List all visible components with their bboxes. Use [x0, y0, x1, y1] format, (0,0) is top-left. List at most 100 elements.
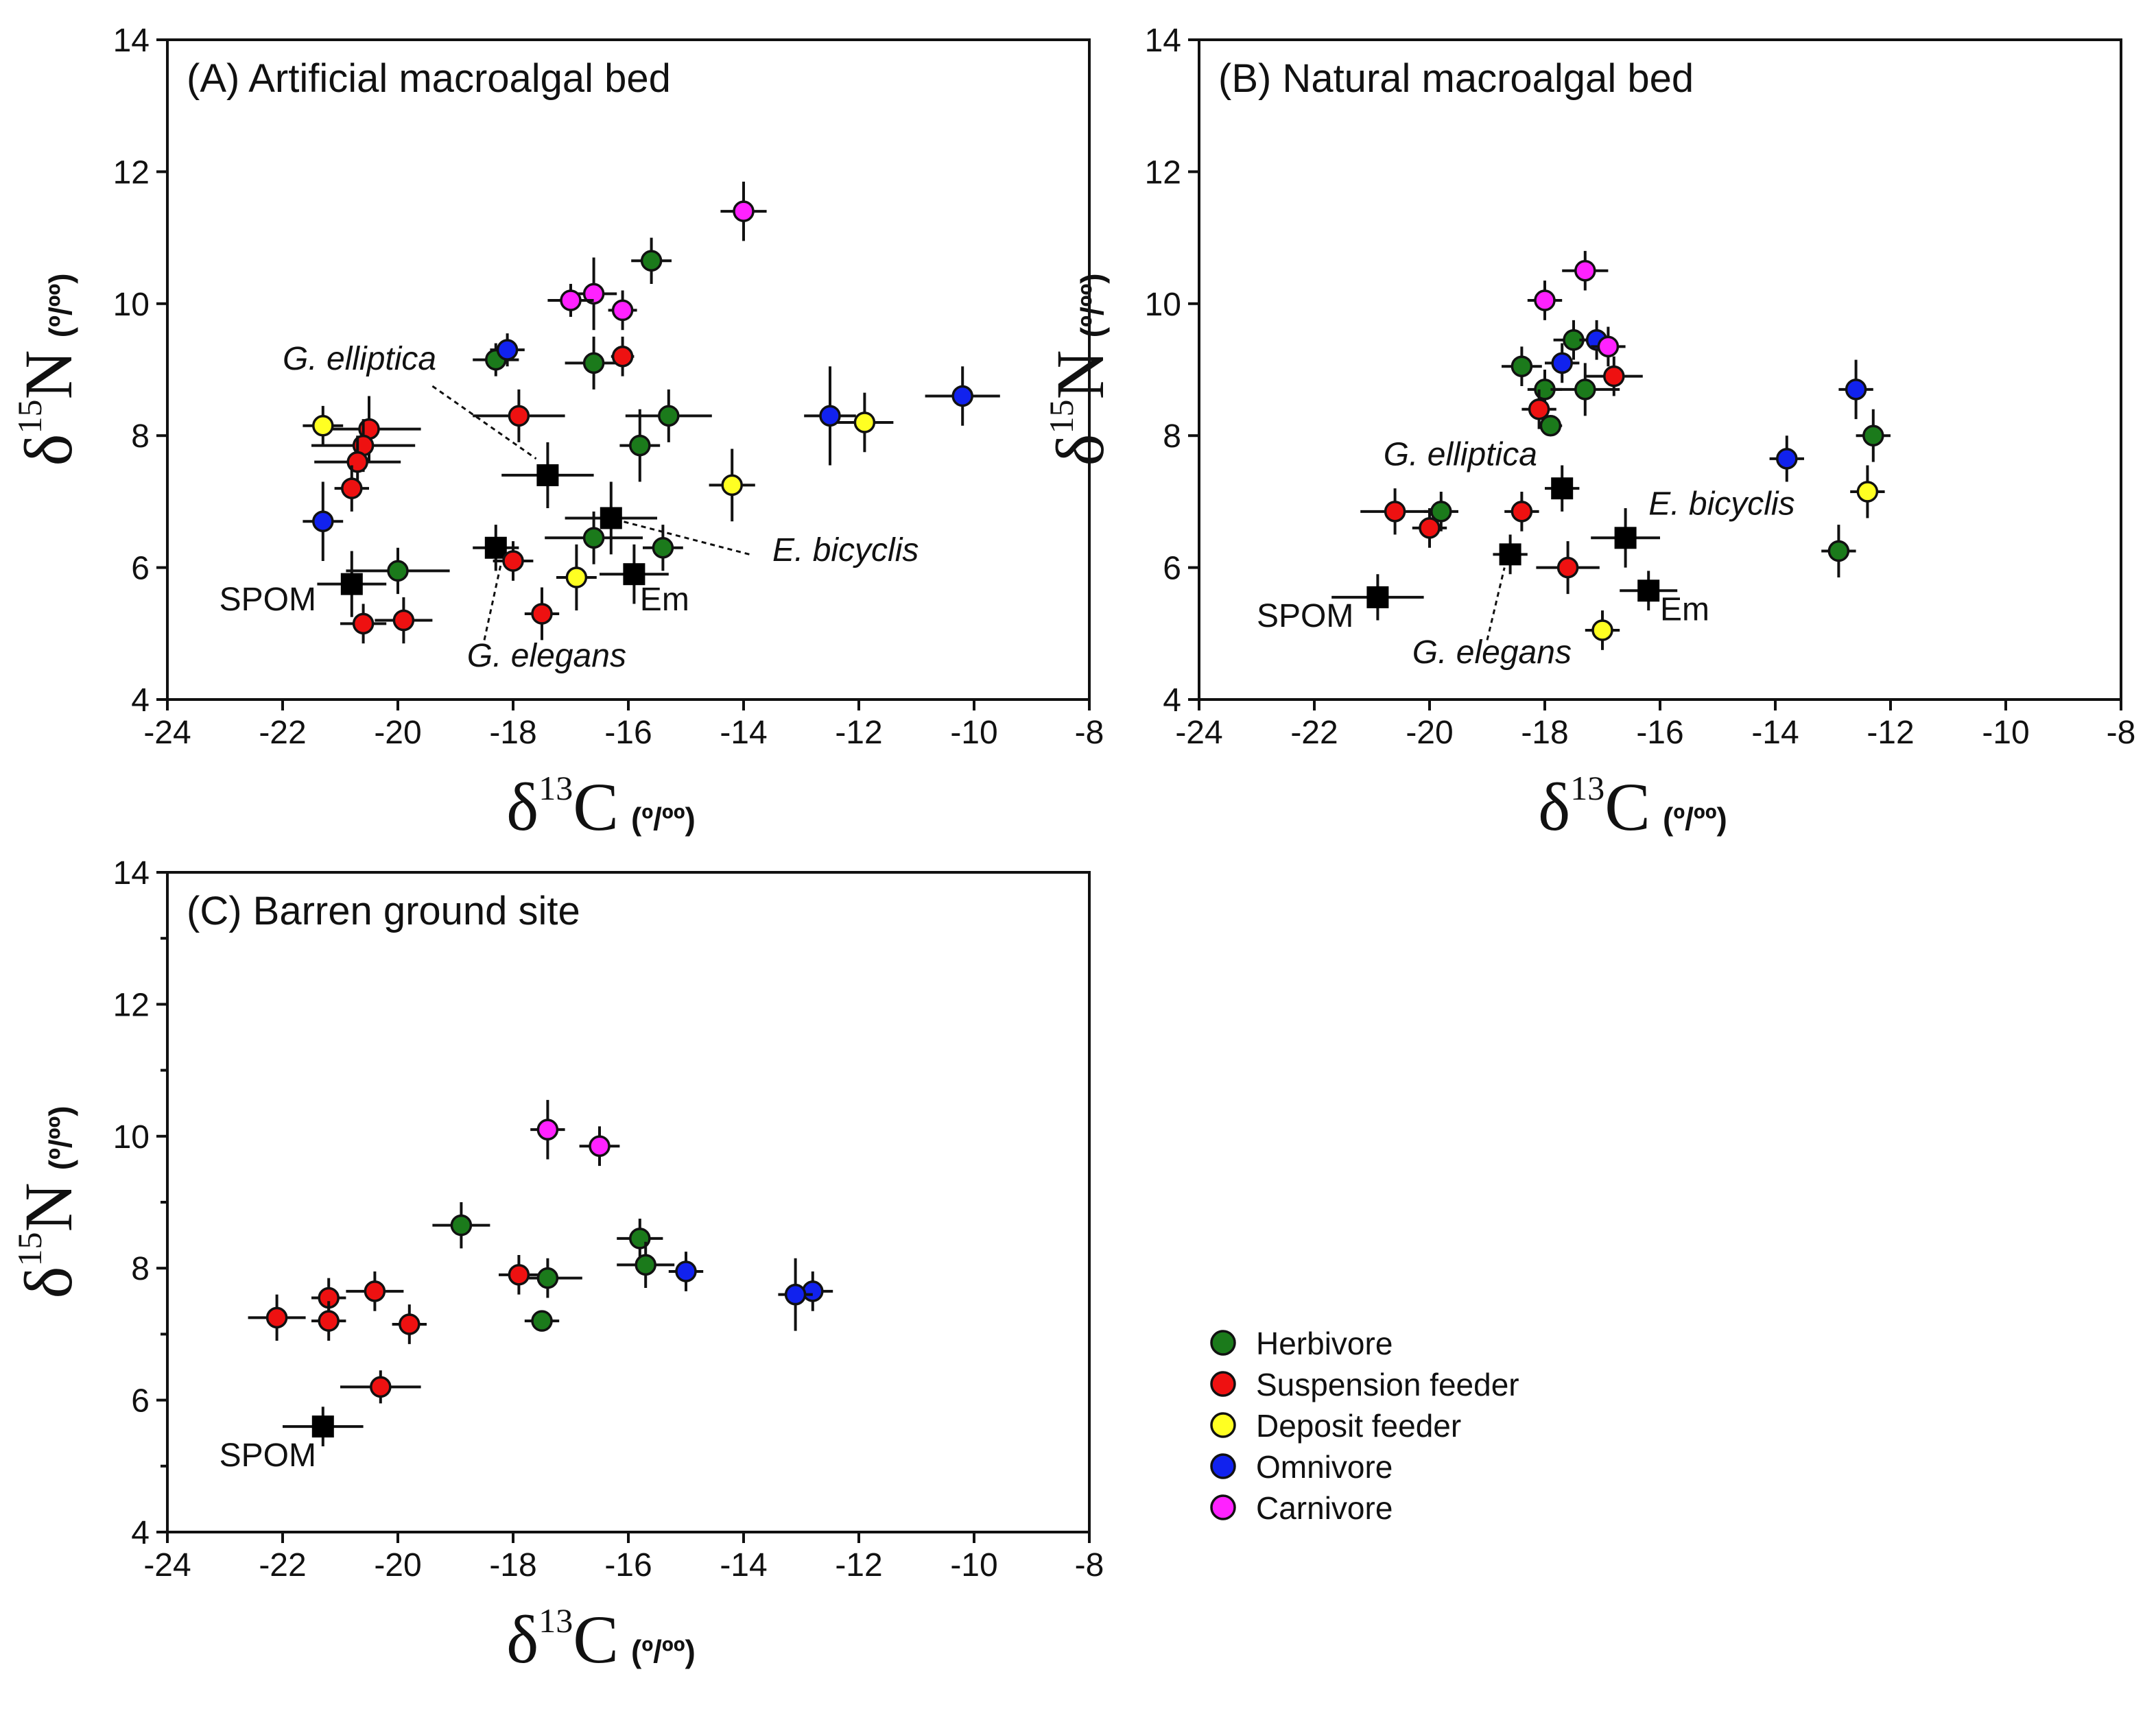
y-tick-label: 10	[1145, 287, 1181, 323]
herbivore-point	[536, 1267, 559, 1289]
y-tick-label: 10	[113, 1119, 150, 1156]
omnivore-legend-marker	[1210, 1453, 1236, 1479]
x-tick-label: -20	[374, 1547, 421, 1583]
source-square	[1614, 527, 1637, 549]
x-tick-label: -24	[143, 715, 191, 751]
herbivore-point	[1574, 379, 1596, 401]
x-tick-label: -14	[720, 715, 767, 751]
x-axis-element: C	[1604, 769, 1650, 845]
x-tick-label: -18	[1521, 715, 1568, 751]
annotation-label: G. elliptica	[1384, 436, 1537, 473]
suspension-point	[1556, 556, 1579, 579]
annotation-label: E. bicyclis	[772, 532, 919, 569]
herbivore-point	[531, 1310, 553, 1332]
source-square	[1499, 543, 1521, 566]
y-tick-label: 12	[113, 987, 150, 1023]
y-axis-sup: 15	[10, 399, 49, 433]
herbivore-point	[640, 250, 663, 272]
y-tick-label: 14	[1145, 23, 1181, 59]
y-axis-delta: δ	[10, 433, 86, 466]
y-tick-label: 8	[131, 418, 150, 455]
deposit-point	[312, 415, 334, 437]
y-tick-label: 12	[113, 154, 150, 191]
deposit-point	[565, 566, 588, 588]
x-axis-delta: δ	[506, 769, 538, 845]
herbivore-point	[387, 560, 409, 582]
omnivore-point	[1845, 379, 1867, 401]
suspension-point	[1528, 398, 1550, 420]
annotation-label: SPOM	[1257, 598, 1353, 634]
carnivore-point	[560, 289, 582, 311]
annotation-label: Em	[640, 582, 689, 618]
herbivore-point	[1511, 355, 1533, 377]
x-tick-label: -22	[259, 715, 306, 751]
y-tick-label: 8	[131, 1251, 150, 1287]
source-square	[1366, 586, 1389, 608]
herbivore-point	[582, 352, 605, 374]
legend: Herbivore Suspension feeder Deposit feeder…	[1210, 1326, 1519, 1526]
y-axis-sup: 15	[10, 1232, 49, 1266]
y-axis-label: δ15N (º/ºº)	[10, 273, 86, 466]
suspension-point	[531, 603, 553, 625]
y-tick-label: 4	[131, 1515, 150, 1551]
herbivore-point	[1430, 501, 1452, 523]
suspension-legend-marker	[1210, 1371, 1236, 1397]
carnivore-point	[1597, 335, 1620, 358]
y-axis-unit: (º/ºº)	[43, 1106, 78, 1170]
deposit-point	[721, 474, 743, 497]
y-tick-label: 4	[131, 682, 150, 719]
panel-title: (B) Natural macroalgal bed	[1218, 56, 1694, 101]
herbivore-point	[450, 1214, 473, 1236]
carnivore-point	[582, 283, 605, 305]
omnivore-point	[784, 1283, 807, 1306]
x-axis-unit: (º/ºº)	[631, 801, 696, 837]
x-tick-label: -24	[1175, 715, 1222, 751]
x-tick-label: -10	[950, 1547, 997, 1583]
suspension-point	[611, 346, 634, 368]
omnivore-legend-label: Omnivore	[1256, 1449, 1393, 1485]
x-tick-label: -8	[1075, 1547, 1104, 1583]
y-axis-unit: (º/ºº)	[1074, 273, 1110, 337]
deposit-point	[1591, 619, 1613, 641]
y-tick-label: 14	[113, 23, 150, 59]
x-tick-label: -22	[259, 1547, 306, 1583]
y-axis-label: δ15N (º/ºº)	[1042, 273, 1118, 466]
x-axis-element: C	[573, 769, 619, 845]
y-tick-label: 8	[1163, 418, 1181, 455]
annotation-label: Em	[1660, 592, 1709, 628]
x-axis-sup: 13	[538, 1601, 573, 1640]
panel-title: (C) Barren ground site	[187, 889, 580, 933]
herbivore-point	[652, 536, 674, 559]
annotation-label: G. elegans	[467, 638, 626, 674]
herbivore-legend-marker	[1210, 1330, 1236, 1356]
y-axis-unit: (º/ºº)	[43, 273, 78, 337]
y-tick-label: 10	[113, 287, 150, 323]
y-tick-label: 14	[113, 855, 150, 892]
suspension-point	[352, 612, 375, 635]
x-tick-label: -18	[489, 1547, 536, 1583]
suspension-point	[265, 1306, 288, 1329]
y-axis-sup: 15	[1042, 399, 1080, 433]
omnivore-point	[312, 510, 334, 533]
suspension-point	[364, 1280, 386, 1302]
suspension-point	[508, 1264, 530, 1286]
source-square	[1637, 579, 1660, 602]
suspension-point	[318, 1310, 340, 1332]
herbivore-point	[1539, 415, 1562, 437]
y-tick-label: 6	[131, 1383, 150, 1420]
y-tick-label: 4	[1163, 682, 1181, 719]
y-tick-label: 12	[1145, 154, 1181, 191]
herbivore-legend-label: Herbivore	[1256, 1326, 1393, 1361]
x-tick-label: -16	[604, 715, 652, 751]
x-tick-label: -18	[489, 715, 536, 751]
source-square	[340, 573, 363, 595]
x-axis-unit: (º/ºº)	[631, 1634, 696, 1669]
suspension-point	[1511, 501, 1533, 523]
source-square	[1551, 477, 1574, 500]
x-tick-label: -8	[1075, 715, 1104, 751]
omnivore-point	[802, 1280, 824, 1302]
panel-c: -24 -22 -20 -18 -16 -14 -12 -10 -8 4 6 8 10 12 14 (C) B…	[10, 855, 1104, 1677]
annotation-label: SPOM	[220, 582, 316, 618]
annotation-label: E. bicyclis	[1648, 486, 1794, 523]
